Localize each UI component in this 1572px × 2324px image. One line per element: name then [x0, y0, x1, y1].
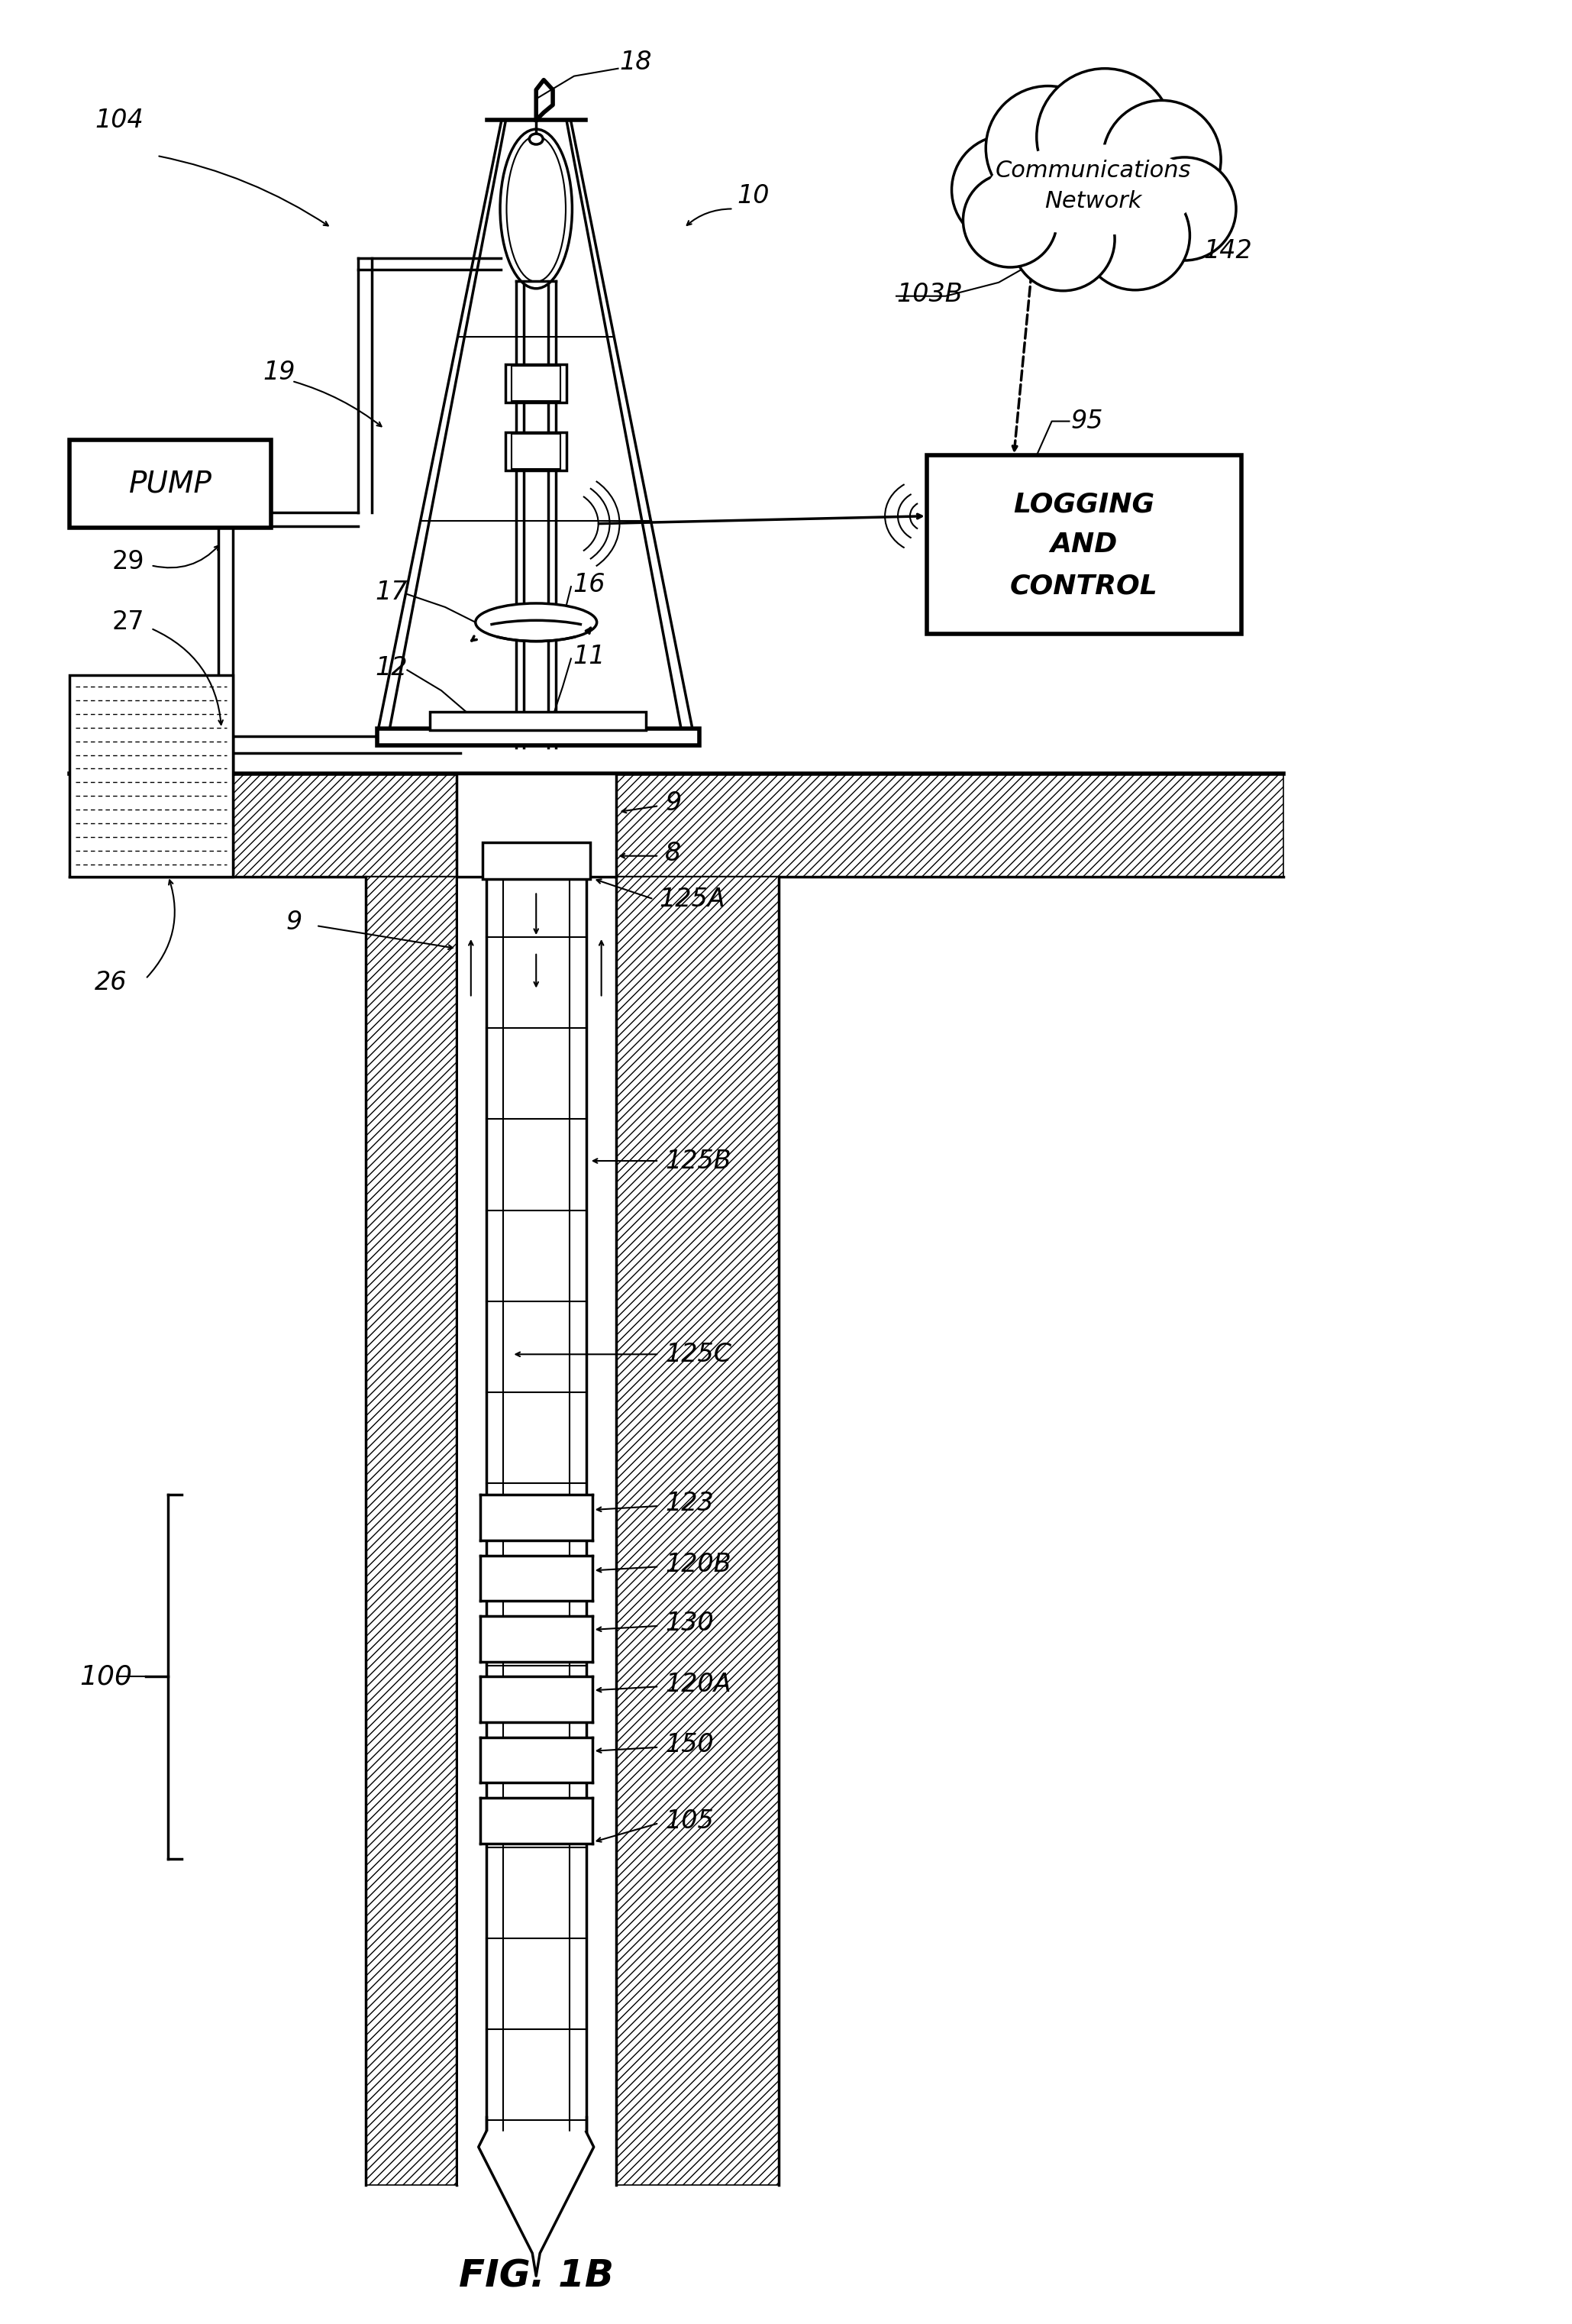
Text: 130: 130: [665, 1611, 714, 1636]
Bar: [366, 876, 456, 2185]
Bar: [506, 365, 566, 402]
Bar: [456, 774, 616, 876]
Text: PUMP: PUMP: [129, 469, 212, 497]
Ellipse shape: [987, 144, 1199, 235]
Polygon shape: [478, 2131, 594, 2275]
Bar: [69, 774, 1283, 876]
Bar: [69, 676, 233, 876]
Text: 125B: 125B: [665, 1148, 731, 1174]
Text: 16: 16: [572, 572, 605, 597]
Text: 8: 8: [665, 841, 681, 867]
Circle shape: [1080, 181, 1190, 290]
Bar: [512, 365, 560, 400]
Text: 142: 142: [1204, 237, 1253, 263]
Bar: [479, 1799, 593, 1843]
Text: LOGGING: LOGGING: [1014, 493, 1155, 518]
Bar: [479, 1738, 593, 1783]
Circle shape: [1036, 67, 1173, 205]
Bar: [456, 774, 616, 876]
Text: 105: 105: [665, 1808, 714, 1834]
Bar: [506, 432, 566, 469]
Text: 19: 19: [263, 360, 296, 383]
Bar: [512, 435, 560, 469]
Text: 125A: 125A: [659, 885, 725, 911]
Circle shape: [951, 135, 1061, 244]
Text: 12: 12: [376, 655, 407, 681]
Text: 26: 26: [94, 969, 127, 995]
Text: 11: 11: [572, 644, 605, 669]
Circle shape: [964, 174, 1056, 267]
Text: FIG. 1B: FIG. 1B: [459, 2257, 613, 2294]
Text: 29: 29: [112, 548, 145, 574]
Text: 9: 9: [665, 790, 681, 816]
Ellipse shape: [506, 137, 566, 281]
Text: 27: 27: [112, 609, 145, 634]
Text: 120B: 120B: [665, 1552, 731, 1578]
Ellipse shape: [500, 130, 572, 288]
Bar: [479, 1676, 593, 1722]
Bar: [431, 711, 646, 730]
Ellipse shape: [530, 135, 542, 144]
Bar: [483, 841, 590, 878]
Bar: [479, 1494, 593, 1541]
Bar: [926, 456, 1242, 634]
Text: 125C: 125C: [665, 1341, 731, 1367]
Text: 9: 9: [286, 909, 302, 934]
Text: 123: 123: [665, 1492, 714, 1515]
Text: Network: Network: [1045, 191, 1143, 211]
Text: 95: 95: [1071, 409, 1104, 435]
Bar: [479, 1555, 593, 1601]
Circle shape: [1133, 158, 1236, 260]
Bar: [457, 876, 615, 2185]
Text: 100: 100: [80, 1664, 132, 1690]
Text: 10: 10: [737, 184, 770, 209]
Text: 103B: 103B: [896, 281, 962, 307]
Text: 120A: 120A: [665, 1671, 731, 1697]
Circle shape: [986, 86, 1110, 211]
Text: 18: 18: [619, 49, 652, 74]
Text: AND: AND: [1050, 532, 1118, 558]
Circle shape: [1102, 100, 1221, 218]
Ellipse shape: [981, 132, 1206, 246]
Ellipse shape: [475, 604, 597, 641]
Bar: [377, 727, 700, 746]
Bar: [616, 876, 778, 2185]
Text: CONTROL: CONTROL: [1011, 574, 1159, 600]
Text: 150: 150: [665, 1731, 714, 1757]
Text: 104: 104: [94, 107, 143, 132]
Bar: [69, 439, 270, 528]
Text: Communications: Communications: [995, 160, 1192, 181]
Circle shape: [1012, 188, 1115, 290]
Bar: [479, 1615, 593, 1662]
Text: 17: 17: [376, 579, 407, 604]
